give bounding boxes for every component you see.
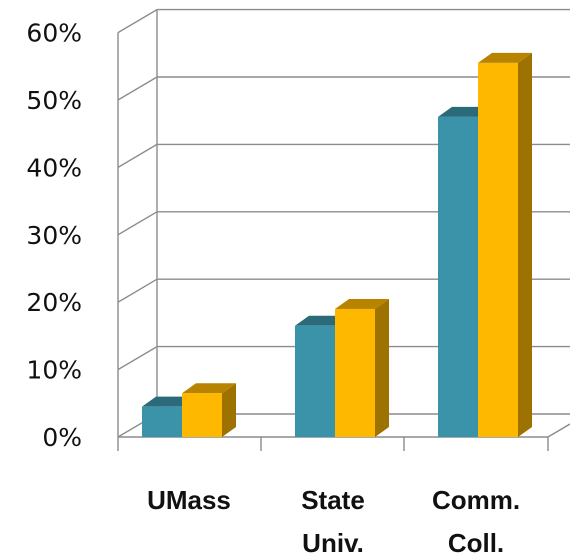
bar-front — [142, 406, 182, 437]
bar-top — [335, 298, 389, 309]
gridline-diagonal — [117, 76, 158, 101]
y-tick-label: 10% — [26, 356, 82, 385]
gridline-diagonal — [117, 8, 158, 34]
y-tick-label: 60% — [26, 19, 82, 48]
bar-top — [478, 52, 532, 63]
bar-2-state-univ- — [335, 298, 389, 437]
y-tick-label: 40% — [26, 153, 82, 182]
gridline-diagonal — [117, 278, 158, 303]
x-category-labels: UMass State Univ. Comm. Coll. — [147, 485, 520, 557]
x-category-label-line: Comm. — [432, 485, 520, 515]
bar-2-umass — [182, 383, 236, 437]
y-tick-label: 50% — [26, 86, 82, 115]
y-tick-labels: 0% 10% 20% 30% 40% 50% 60% — [26, 19, 82, 452]
x-category-label-line: Coll. — [448, 528, 504, 557]
bar-side — [222, 383, 236, 437]
bar-top — [182, 383, 236, 394]
y-tick-label: 20% — [26, 288, 82, 317]
bar-front — [438, 116, 478, 437]
y-tick-label: 0% — [42, 423, 82, 452]
gridline-diagonal — [117, 143, 158, 169]
bar-side — [518, 52, 532, 438]
x-category-label-line: UMass — [147, 485, 231, 515]
x-category-label-line: State — [301, 485, 365, 515]
gridline-diagonal — [117, 211, 158, 236]
bar-front — [478, 62, 518, 438]
gridline-diagonal — [117, 345, 158, 371]
bar-front — [182, 393, 222, 437]
x-category-label: Comm. Coll. — [432, 485, 520, 557]
floor-right-edge — [547, 423, 570, 438]
x-category-label: State Univ. — [301, 485, 365, 557]
bar-front — [335, 308, 375, 437]
bar-front — [295, 325, 335, 437]
bar-2-comm-coll- — [478, 52, 532, 438]
bars — [142, 52, 532, 438]
x-category-label-line: Univ. — [302, 528, 364, 557]
y-tick-label: 30% — [26, 221, 82, 250]
x-category-label: UMass — [147, 485, 231, 515]
bar-side — [375, 298, 389, 437]
